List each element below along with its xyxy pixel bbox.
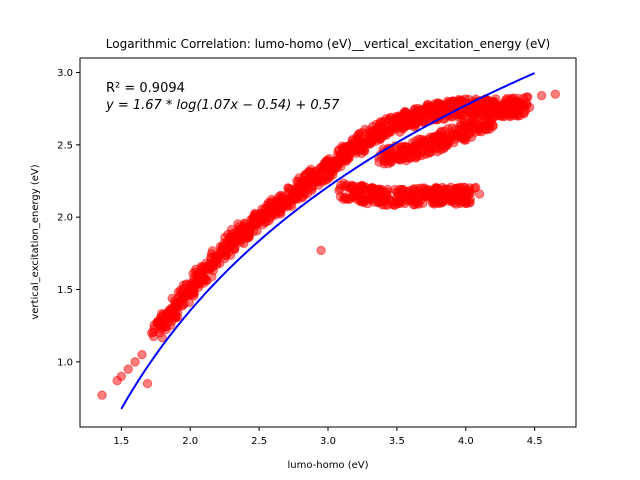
scatter-point — [323, 164, 333, 175]
fit-curve — [120, 72, 536, 410]
scatter-point — [97, 390, 107, 400]
scatter-point — [142, 378, 153, 389]
x-axis: 1.5 2.0 2.5 3.0 3.5 4.0 4.5 — [113, 427, 543, 447]
scatter-point — [239, 218, 250, 229]
y-axis-label: vertical_excitation_energy (eV) — [30, 164, 41, 319]
scatter-point — [171, 302, 182, 312]
scatter-point — [316, 245, 326, 256]
scatter-point — [213, 252, 223, 263]
x-axis-label: lumo-homo (eV) — [287, 460, 368, 471]
scatter-point — [464, 197, 474, 207]
scatter-point — [461, 131, 471, 141]
scatter-point — [467, 118, 478, 128]
scatter-point — [464, 185, 474, 195]
scatter-point — [383, 184, 393, 195]
x-tick-label: 3.0 — [320, 436, 336, 447]
scatter-point — [123, 364, 133, 374]
scatter-point — [392, 198, 403, 208]
scatter-point — [199, 267, 209, 277]
scatter-point — [247, 219, 257, 230]
scatter-points — [97, 89, 561, 400]
y-tick-label: 2.0 — [57, 213, 73, 224]
scatter-point — [357, 180, 367, 191]
scatter-point — [405, 185, 415, 196]
scatter-point — [283, 183, 293, 193]
scatter-point — [454, 187, 464, 198]
scatter-point — [288, 190, 299, 201]
scatter-point — [394, 149, 404, 160]
scatter-point — [160, 313, 171, 324]
scatter-point — [361, 128, 372, 139]
y-axis: 1.0 1.5 2.0 2.5 3.0 — [57, 68, 80, 368]
x-tick-label: 3.5 — [389, 436, 405, 447]
scatter-point — [419, 106, 430, 117]
scatter-point — [399, 114, 409, 124]
scatter-point — [130, 357, 140, 367]
scatter-point — [357, 137, 368, 147]
scatter-point — [474, 189, 485, 199]
scatter-point — [155, 328, 165, 338]
scatter-point — [379, 156, 390, 167]
chart-title: Logarithmic Correlation: lumo-homo (eV)_… — [106, 37, 550, 51]
x-tick-label: 2.5 — [251, 436, 267, 447]
scatter-point — [412, 145, 423, 155]
scatter-point — [343, 183, 354, 193]
y-tick-label: 1.5 — [57, 285, 73, 296]
scatter-point — [443, 184, 453, 194]
scatter-point — [293, 176, 303, 187]
scatter-point — [337, 150, 347, 160]
scatter-point — [178, 292, 189, 302]
scatter-point — [550, 89, 561, 99]
scatter-point — [268, 205, 278, 215]
x-tick-label: 2.0 — [182, 436, 198, 447]
scatter-point — [470, 102, 480, 112]
scatter-point — [426, 187, 437, 198]
x-tick-label: 1.5 — [113, 436, 129, 447]
scatter-point — [137, 349, 147, 360]
x-tick-label: 4.5 — [527, 436, 543, 447]
scatter-point — [146, 328, 157, 338]
scatter-point — [409, 200, 419, 210]
x-tick-label: 4.0 — [458, 436, 474, 447]
equation-annotation: y = 1.67 * log(1.07x − 0.54) + 0.57 — [105, 98, 340, 113]
scatter-point — [226, 238, 237, 248]
scatter-point — [523, 92, 533, 102]
scatter-point — [208, 261, 218, 271]
scatter-point — [167, 293, 177, 304]
scatter-point — [481, 96, 492, 107]
scatter-point — [474, 122, 485, 132]
scatter-point — [484, 114, 495, 124]
scatter-point — [405, 153, 415, 163]
scatter-point — [399, 193, 409, 204]
scatter-point — [116, 371, 127, 382]
scatter-point — [442, 133, 452, 143]
scatter-point — [309, 173, 319, 183]
scatter-point — [443, 123, 453, 134]
scatter-point — [384, 114, 394, 125]
scatter-point — [536, 90, 547, 101]
scatter-point — [440, 102, 450, 112]
y-tick-label: 1.0 — [57, 357, 73, 368]
scatter-point — [518, 100, 529, 111]
scatter-point — [378, 124, 388, 134]
scatter-point — [149, 320, 159, 330]
scatter-point — [429, 136, 439, 147]
scatter-point — [185, 281, 195, 292]
scatter-point — [367, 135, 377, 145]
y-tick-label: 3.0 — [57, 68, 73, 79]
r-squared-annotation: R² = 0.9094 — [106, 81, 185, 96]
scatter-point — [502, 93, 512, 104]
scatter-point — [485, 124, 495, 134]
scatter-point — [307, 185, 317, 196]
scatter-point — [371, 189, 381, 199]
scatter-point — [334, 185, 344, 196]
scatter-point — [433, 98, 444, 108]
y-tick-label: 2.5 — [57, 140, 73, 151]
scatter-point — [502, 105, 513, 115]
